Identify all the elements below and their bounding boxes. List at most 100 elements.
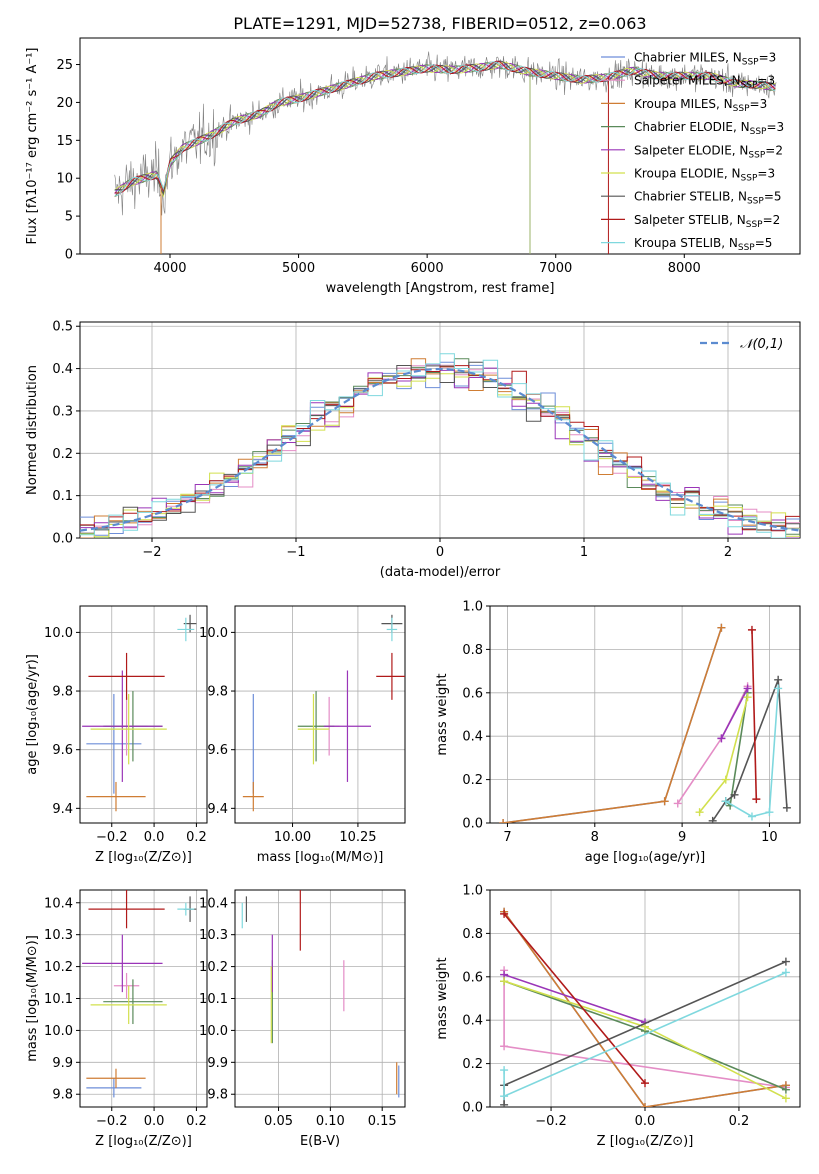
- y-tick-label: 0.4: [462, 1014, 483, 1029]
- x-tick-label: 10: [761, 830, 778, 845]
- y-tick-label: 9.6: [52, 743, 73, 758]
- mass_vs_ebv-axes: 0.05 0.10 0.15 9.8 9.9 10.0 10.1 10.2 10.3 10.4 E(…: [199, 889, 406, 1149]
- legend-label-salpeter_stelib: Salpeter STELIB, NSSP=2: [634, 213, 780, 230]
- age_vs_Z-y-label: age [log₁₀(age/yr)]: [25, 654, 40, 775]
- series-line: [698, 696, 749, 813]
- y-tick-label: 15: [56, 134, 73, 149]
- y-tick-label: 10.2: [44, 960, 73, 975]
- series-marker: [765, 808, 774, 817]
- mass_vs_Z-x-label: Z [log₁₀(Z/Z⊙)]: [95, 1134, 192, 1149]
- y-tick-label: 10.2: [199, 960, 228, 975]
- x-tick-label: 10.00: [274, 830, 311, 845]
- model-spectrum-kroupa_elodie: [114, 61, 776, 198]
- x-tick-label: 2: [724, 545, 732, 560]
- spectrum-y-label: Flux [fλ10⁻¹⁷ erg cm⁻² s⁻¹ A⁻¹]: [25, 48, 40, 245]
- series-salpeter_stelib: [500, 909, 649, 1088]
- y-tick-label: 9.8: [52, 685, 73, 700]
- errorbar-salpeter_miles: [113, 972, 140, 999]
- x-tick-label: 6000: [411, 261, 444, 276]
- residuals-legend: 𝒩(0,1): [700, 337, 783, 352]
- series-line: [712, 679, 788, 822]
- y-tick-label: 0.1: [52, 489, 73, 504]
- errorbar-kroupa_elodie: [90, 693, 167, 765]
- mass_weight_vs_age-y-label: mass weight: [435, 673, 450, 755]
- y-tick-label: 10.4: [44, 896, 73, 911]
- y-tick-label: 10: [56, 172, 73, 187]
- series-marker: [673, 799, 682, 808]
- mass_vs_ebv-x-label: E(B-V): [300, 1134, 340, 1149]
- series-kroupa_stelib: [500, 968, 790, 1101]
- x-tick-label: 1: [580, 545, 588, 560]
- errorbar-salpeter_stelib: [88, 652, 165, 700]
- errorbar-kroupa_elodie: [297, 693, 330, 765]
- residuals-plot-area: [80, 353, 800, 538]
- errorbar-kroupa_stelib: [386, 617, 398, 642]
- y-tick-label: 9.8: [207, 685, 228, 700]
- x-tick-label: 0.2: [186, 1114, 207, 1129]
- model-spectrum-kroupa_stelib: [114, 61, 776, 197]
- series-marker: [641, 1103, 649, 1107]
- age_vs_mass-plot-area: [242, 614, 405, 812]
- x-tick-label: 0: [436, 545, 444, 560]
- spectrum-legend: Chabrier MILES, NSSP=3 Salpeter MILES, NS…: [601, 51, 784, 253]
- y-tick-label: 0.0: [462, 817, 483, 832]
- series-marker: [781, 957, 790, 966]
- series-chabrier_miles: [499, 623, 726, 823]
- y-tick-label: 1.0: [462, 884, 483, 899]
- y-tick-label: 5: [65, 210, 73, 225]
- x-tick-label: 5000: [282, 261, 315, 276]
- age_vs_mass-frame: [234, 605, 406, 824]
- y-tick-label: 9.9: [207, 1056, 228, 1071]
- y-tick-label: 9.8: [207, 1088, 228, 1103]
- series-line: [503, 911, 787, 1107]
- residual-histogram-chabrier_stelib: [80, 361, 800, 531]
- y-tick-label: 9.4: [52, 802, 73, 817]
- model-spectrum-chabrier_stelib: [114, 60, 776, 196]
- y-tick-label: 10.0: [44, 626, 73, 641]
- series-marker: [743, 684, 752, 693]
- series-marker: [730, 790, 739, 799]
- x-tick-label: 9: [678, 830, 686, 845]
- x-tick-label: 10.25: [339, 830, 376, 845]
- spectrum-frame: [79, 37, 801, 255]
- x-tick-label: 0.15: [368, 1114, 397, 1129]
- y-tick-label: 0.4: [462, 730, 483, 745]
- series-line: [502, 627, 723, 823]
- x-tick-label: 0.05: [264, 1114, 293, 1129]
- series-marker: [721, 797, 730, 806]
- series-marker: [500, 909, 509, 918]
- legend-label-chabrier_elodie: Chabrier ELODIE, NSSP=3: [634, 120, 784, 137]
- x-tick-label: 0.2: [729, 1114, 750, 1129]
- series-marker: [774, 675, 783, 684]
- x-tick-label: 7000: [539, 261, 572, 276]
- series-marker: [747, 625, 756, 634]
- series-marker: [660, 797, 669, 806]
- legend-label-chabrier_miles: Chabrier MILES, NSSP=3: [634, 51, 776, 68]
- mass_vs_ebv-plot-area: [241, 890, 400, 1098]
- series-marker: [717, 623, 726, 632]
- figure-title: PLATE=1291, MJD=52738, FIBERID=0512, z=0…: [233, 14, 646, 33]
- y-tick-label: 0.0: [462, 1101, 483, 1116]
- x-tick-label: 4000: [153, 261, 186, 276]
- x-tick-label: −1: [286, 545, 305, 560]
- age_vs_mass-axes: 10.00 10.25 9.4 9.6 9.8 10.0 mass [log₁₀(M/M⊙)…: [199, 605, 406, 865]
- y-tick-label: 10.0: [44, 1024, 73, 1039]
- series-kroupa_elodie: [695, 693, 752, 817]
- mass_vs_ebv-frame: [234, 889, 406, 1108]
- series-marker: [781, 1085, 790, 1094]
- errorbar-kroupa_miles: [242, 781, 264, 812]
- y-tick-label: 0.2: [462, 773, 483, 788]
- y-tick-label: 10.0: [199, 626, 228, 641]
- series-marker: [721, 775, 730, 784]
- errorbar-salpeter_stelib: [376, 652, 405, 700]
- x-tick-label: 7: [503, 830, 511, 845]
- legend-label-salpeter_elodie: Salpeter ELODIE, NSSP=2: [634, 143, 783, 160]
- series-marker: [782, 803, 791, 812]
- y-tick-label: 0: [65, 248, 73, 263]
- y-tick-label: 0.6: [462, 686, 483, 701]
- errorbar-chabrier_elodie: [103, 979, 163, 1025]
- errorbar-salpeter_elodie: [82, 934, 163, 993]
- y-tick-label: 0.6: [462, 970, 483, 985]
- y-tick-label: 0.0: [52, 532, 73, 547]
- series-marker: [500, 1092, 509, 1101]
